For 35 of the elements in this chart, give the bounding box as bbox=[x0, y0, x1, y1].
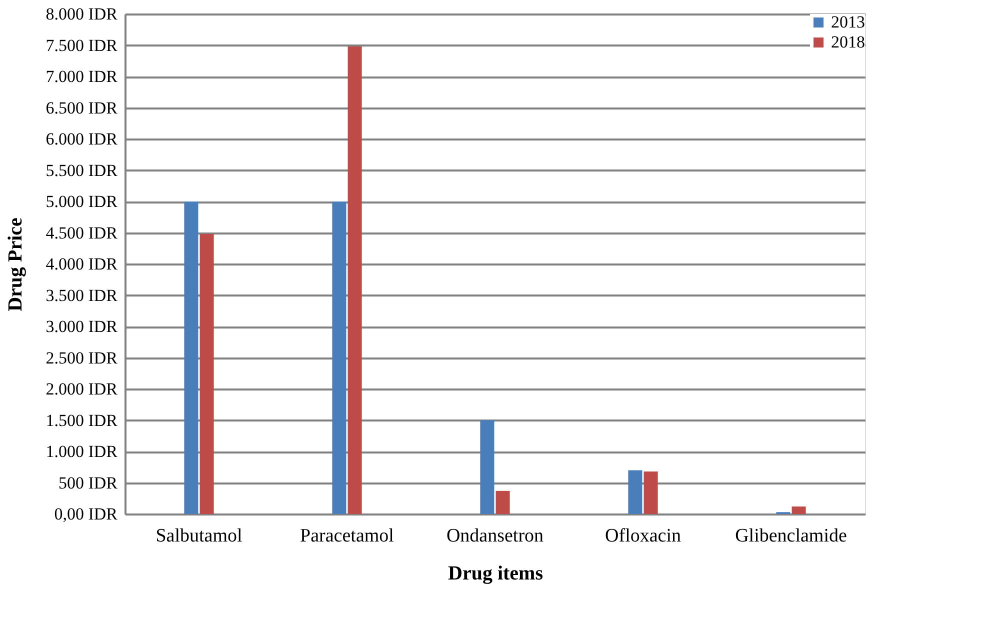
bar bbox=[348, 46, 362, 514]
y-tick-label: 8.000 IDR bbox=[46, 4, 118, 24]
y-tick-label: 1.000 IDR bbox=[46, 442, 118, 461]
y-tick-label: 2.500 IDR bbox=[46, 348, 118, 368]
bar bbox=[184, 202, 198, 514]
x-tick-label: Salbutamol bbox=[156, 526, 242, 546]
y-tick-label: 6.500 IDR bbox=[46, 98, 118, 118]
x-tick-label: Paracetamol bbox=[300, 526, 394, 546]
y-tick-label: 0,00 IDR bbox=[54, 504, 118, 524]
y-tick-label: 500 IDR bbox=[58, 473, 118, 492]
y-tick-label: 5.000 IDR bbox=[46, 192, 118, 211]
y-tick-label: 7.500 IDR bbox=[46, 36, 118, 55]
y-tick-label: 1.500 IDR bbox=[46, 410, 118, 430]
bar bbox=[332, 202, 346, 514]
legend-label: 2018 bbox=[831, 32, 865, 52]
bar bbox=[200, 234, 214, 514]
x-tick-label: Ondansetron bbox=[446, 526, 544, 546]
y-tick-label: 3.000 IDR bbox=[46, 317, 118, 336]
bar bbox=[628, 470, 642, 514]
y-tick-label: 4.500 IDR bbox=[46, 223, 118, 242]
bar bbox=[496, 490, 510, 514]
y-tick-label: 4.000 IDR bbox=[46, 254, 118, 274]
y-tick-label: 7.000 IDR bbox=[46, 67, 118, 86]
y-tick-label: 6.000 IDR bbox=[46, 130, 118, 148]
bar bbox=[792, 506, 806, 514]
y-tick-label: 2.000 IDR bbox=[46, 380, 118, 398]
bar bbox=[644, 472, 658, 514]
x-tick-label: Glibenclamide bbox=[735, 526, 847, 546]
y-tick-label: 5.500 IDR bbox=[46, 160, 118, 180]
bar bbox=[480, 420, 494, 514]
y-axis-title: Drug Price bbox=[4, 217, 27, 312]
y-tick-label: 3.500 IDR bbox=[46, 286, 118, 305]
legend-label: 2013 bbox=[831, 12, 865, 32]
x-tick-label: Ofloxacin bbox=[605, 526, 682, 546]
x-axis-title: Drug items bbox=[448, 562, 544, 584]
